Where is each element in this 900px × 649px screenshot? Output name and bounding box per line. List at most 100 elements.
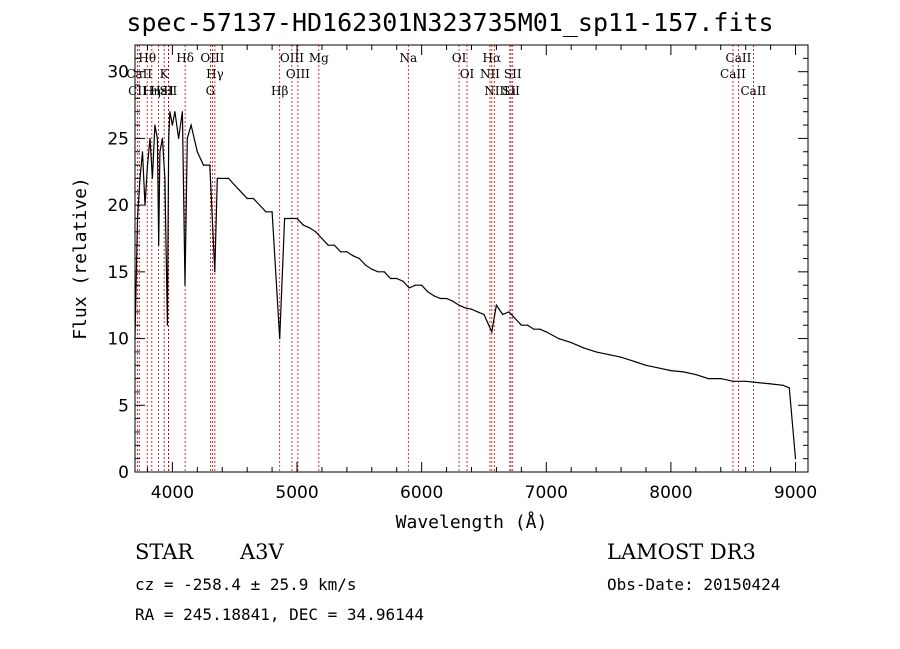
flux-point	[159, 151, 161, 153]
x-tick-label: 7000	[525, 483, 568, 503]
flux-point	[439, 297, 441, 300]
flux-point	[446, 297, 448, 300]
x-tick-label: 4000	[151, 483, 194, 503]
y-tick-label: 15	[107, 263, 129, 283]
series-group	[134, 111, 797, 460]
flux-point	[514, 317, 516, 320]
flux-point	[271, 211, 273, 213]
flux-point	[383, 271, 385, 273]
flux-point	[302, 224, 304, 226]
line-marker-label: SII	[502, 84, 520, 98]
line-marker-label: OIII	[286, 67, 310, 81]
line-marker-label: Li	[504, 84, 516, 98]
flux-point	[377, 271, 379, 273]
x-tick-label: 9000	[774, 483, 817, 503]
line-marker-label: Hγ	[206, 67, 224, 81]
y-tick-label: 20	[107, 196, 129, 216]
y-tick-label: 0	[118, 463, 129, 483]
flux-point	[149, 137, 151, 139]
flux-point	[352, 255, 354, 257]
flux-point	[583, 347, 585, 349]
line-marker-label: G	[206, 84, 216, 98]
line-marker-label: OI	[460, 67, 475, 81]
flux-point	[533, 328, 535, 330]
line-marker-label: Hδ	[176, 51, 194, 65]
flux-point	[178, 137, 180, 139]
flux-point	[246, 197, 248, 200]
flux-point	[371, 268, 373, 270]
line-marker-label: CII	[128, 84, 147, 98]
flux-point	[491, 331, 493, 333]
flux-point	[770, 383, 772, 385]
flux-point	[545, 331, 547, 333]
flux-point	[452, 300, 454, 302]
flux-point	[174, 111, 176, 113]
flux-point	[502, 313, 504, 316]
line-marker-label: OI	[452, 51, 467, 65]
flux-point	[209, 164, 211, 166]
flux-point	[296, 217, 298, 220]
y-tick-label: 25	[107, 129, 129, 149]
y-tick-label: 5	[118, 396, 129, 416]
flux-point	[520, 324, 523, 326]
line-marker-label: CaII	[740, 84, 766, 98]
line-marker-label: Hε	[150, 84, 167, 98]
flux-point	[389, 277, 392, 280]
flux-point	[358, 257, 360, 260]
line-marker-label: OIII	[280, 51, 304, 65]
flux-point	[156, 137, 158, 139]
flux-point	[527, 324, 529, 326]
flux-point	[141, 151, 144, 153]
flux-point	[284, 217, 286, 220]
flux-point	[202, 164, 205, 166]
flux-point	[146, 164, 149, 166]
survey-name: LAMOST DR3	[607, 540, 756, 564]
flux-point	[190, 124, 192, 126]
flux-series-line	[134, 111, 797, 459]
flux-point	[161, 137, 163, 139]
flux-point	[695, 374, 697, 376]
flux-point	[788, 387, 790, 389]
flux-point	[227, 177, 230, 179]
plot-frame	[134, 44, 809, 473]
line-marker-label: CaII	[126, 67, 152, 81]
line-marker-label: SII	[504, 67, 522, 81]
flux-point	[732, 380, 734, 382]
x-tick-label: 8000	[649, 483, 692, 503]
flux-point	[279, 338, 281, 340]
line-marker-label: Hη	[143, 84, 161, 98]
flux-point	[794, 458, 797, 460]
flux-point	[414, 284, 416, 286]
flux-point	[427, 291, 429, 293]
flux-point	[315, 231, 317, 233]
flux-point	[151, 177, 153, 179]
observation-date: Obs-Date: 20150424	[607, 575, 781, 594]
flux-point	[321, 237, 323, 240]
line-marker-label: Hθ	[138, 51, 156, 65]
flux-point	[433, 295, 435, 297]
flux-point	[259, 204, 261, 206]
y-axis-label: Flux (relative)	[70, 177, 91, 340]
flux-point	[782, 384, 784, 386]
flux-point	[483, 313, 485, 316]
flux-point	[265, 211, 267, 213]
flux-point	[290, 217, 292, 220]
flux-point	[707, 378, 709, 380]
axis-ticks: 4000 5000 6000 7000 8000 9000 0 5 10 15 20 25 30	[107, 44, 817, 503]
flux-point	[682, 371, 685, 373]
flux-point	[240, 191, 242, 193]
line-marker-label: CaII	[720, 67, 746, 81]
flux-point	[757, 382, 759, 384]
flux-point	[221, 177, 223, 179]
flux-point	[570, 342, 572, 344]
flux-point	[158, 244, 160, 246]
flux-point	[477, 311, 479, 313]
flux-point	[171, 124, 173, 126]
line-marker-label: Hα	[483, 51, 502, 65]
object-class: STAR	[135, 540, 194, 564]
x-tick-label: 6000	[400, 483, 443, 503]
flux-point	[252, 197, 254, 200]
line-marker-label: NII	[480, 67, 500, 81]
coordinates: RA = 245.18841, DEC = 34.96144	[135, 605, 424, 624]
